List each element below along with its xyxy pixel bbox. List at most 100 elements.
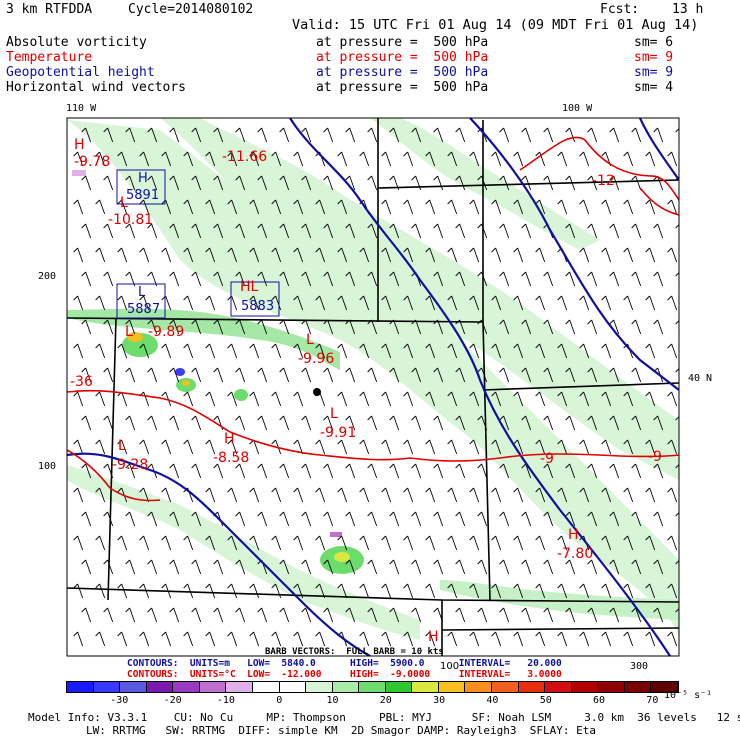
- wind-barb: [235, 127, 246, 143]
- wind-barb: [513, 631, 524, 647]
- colorbar-swatch: [279, 682, 307, 692]
- wind-barb: [587, 415, 598, 431]
- wind-barb: [337, 583, 348, 599]
- wind-barb: [301, 559, 312, 575]
- wind-barb: [469, 391, 480, 407]
- wind-barb: [469, 247, 480, 263]
- wind-barb: [667, 487, 678, 503]
- wind-barb: [227, 391, 238, 407]
- wind-barb: [161, 247, 172, 263]
- wind-barb: [249, 535, 260, 551]
- wind-barb: [469, 295, 480, 311]
- wind-barb: [73, 487, 84, 503]
- wind-barb: [279, 271, 290, 287]
- wind-barb: [161, 439, 172, 455]
- wind-barb: [213, 223, 224, 239]
- wind-barb: [631, 319, 642, 335]
- fcst-label: Fcst:: [600, 2, 640, 17]
- wind-barb: [411, 511, 422, 527]
- wind-barb: [315, 631, 326, 647]
- wind-barb: [315, 391, 326, 407]
- map-label-value: -9.96: [298, 351, 335, 367]
- wind-barb: [257, 127, 268, 143]
- colorbar-label: 50: [539, 695, 552, 706]
- wind-barb: [191, 559, 202, 575]
- wind-barb: [95, 487, 106, 503]
- wind-barb: [609, 319, 620, 335]
- wind-barb: [235, 271, 246, 287]
- wind-barb: [433, 271, 444, 287]
- wind-barb: [125, 223, 136, 239]
- colorbar-label: 0: [276, 695, 283, 706]
- wind-barb: [403, 247, 414, 263]
- wind-barb: [557, 343, 568, 359]
- wind-barb: [491, 247, 502, 263]
- wind-barb: [579, 343, 590, 359]
- temperature-contours: [67, 136, 679, 502]
- wind-barb: [257, 511, 268, 527]
- map-label-height: 5887: [127, 302, 161, 317]
- wind-barb: [579, 247, 590, 263]
- wind-barb: [279, 415, 290, 431]
- wind-barb: [579, 439, 590, 455]
- wind-barb: [403, 199, 414, 215]
- wind-barb: [169, 463, 180, 479]
- wind-barb: [513, 487, 524, 503]
- wind-barb: [293, 295, 304, 311]
- wind-barb: [491, 199, 502, 215]
- wind-barb: [205, 343, 216, 359]
- wind-barb: [513, 343, 524, 359]
- wind-barb: [433, 127, 444, 143]
- wind-barb: [191, 511, 202, 527]
- wind-barb: [521, 607, 532, 623]
- wind-barb: [535, 439, 546, 455]
- wind-barb: [205, 199, 216, 215]
- wind-barb: [249, 391, 260, 407]
- wind-barb: [631, 271, 642, 287]
- colorbar-swatch: [438, 682, 466, 692]
- wind-barb: [645, 295, 656, 311]
- wind-barb: [543, 127, 554, 143]
- wind-barb: [213, 127, 224, 143]
- wind-barb: [631, 463, 642, 479]
- wind-barb: [623, 631, 634, 647]
- wind-barb: [455, 223, 466, 239]
- wind-barb: [103, 415, 114, 431]
- wind-barb: [425, 583, 436, 599]
- wind-barb: [645, 631, 656, 647]
- wind-barb: [491, 583, 502, 599]
- wind-barb: [139, 247, 150, 263]
- wind-barb: [213, 271, 224, 287]
- wind-barb: [425, 535, 436, 551]
- wind-barb: [213, 607, 224, 623]
- wind-barb: [609, 223, 620, 239]
- wind-barb: [161, 631, 172, 647]
- wind-barb: [381, 343, 392, 359]
- wind-barb: [557, 439, 568, 455]
- wind-barb: [645, 343, 656, 359]
- wind-barb: [381, 583, 392, 599]
- wind-barb: [73, 391, 84, 407]
- wind-barb: [235, 319, 246, 335]
- wind-barb: [191, 127, 202, 143]
- wind-barb: [293, 535, 304, 551]
- wind-barb: [565, 367, 576, 383]
- wind-barb: [213, 175, 224, 191]
- wind-barb: [491, 631, 502, 647]
- wind-barb: [477, 223, 488, 239]
- wind-barb: [139, 439, 150, 455]
- wind-barb: [337, 535, 348, 551]
- wind-barb: [521, 223, 532, 239]
- wind-barb: [403, 487, 414, 503]
- wind-barb: [623, 295, 634, 311]
- wind-barb: [191, 271, 202, 287]
- map-label-value: -9.28: [112, 457, 149, 473]
- wind-barb: [73, 439, 84, 455]
- wind-barb: [103, 127, 114, 143]
- wind-barb: [609, 127, 620, 143]
- wind-barb: [667, 631, 678, 647]
- wind-barb: [499, 127, 510, 143]
- wind-barb: [477, 511, 488, 527]
- wind-barb: [601, 439, 612, 455]
- wind-barb: [139, 151, 150, 167]
